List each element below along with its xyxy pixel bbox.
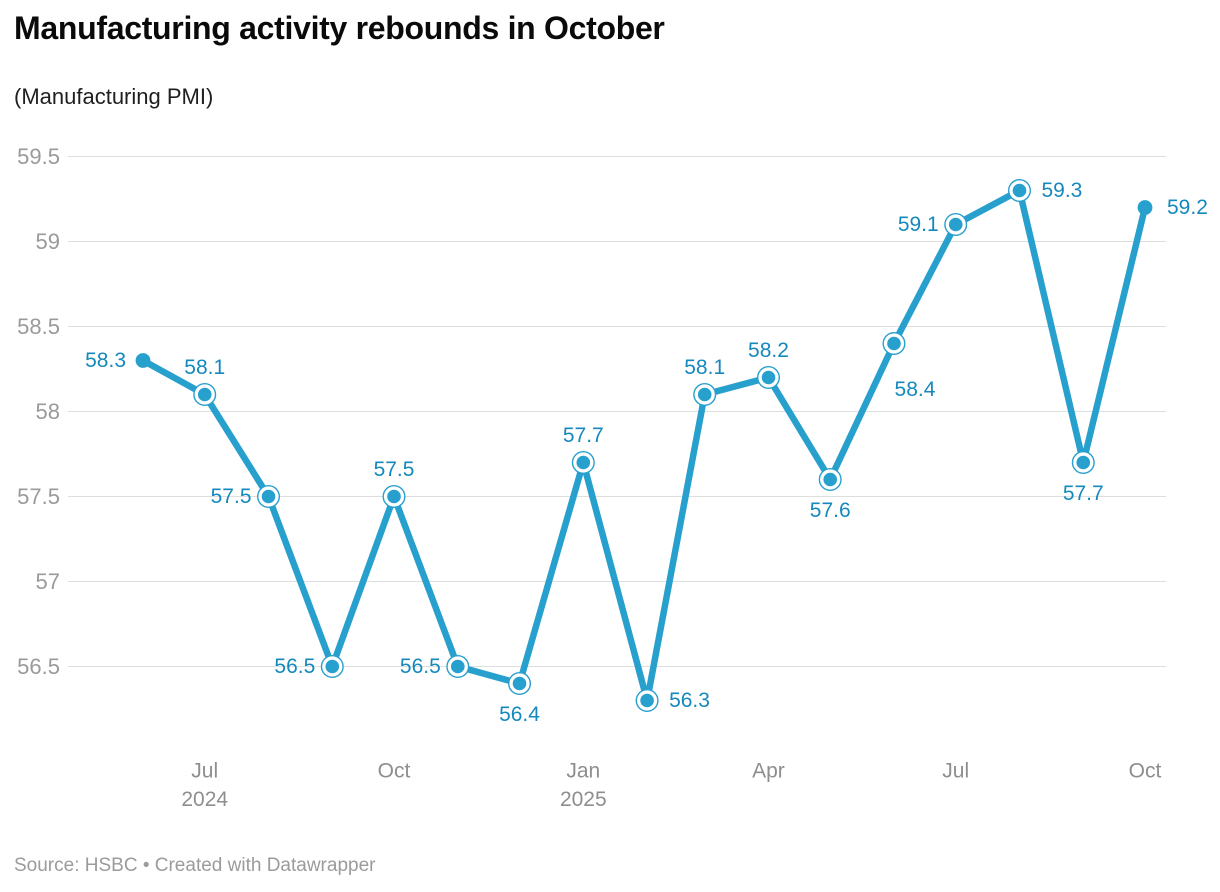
y-tick-label: 58.5	[17, 314, 60, 339]
y-tick-label: 59.5	[17, 144, 60, 169]
x-tick-label: Oct	[378, 760, 411, 783]
data-point	[450, 659, 465, 674]
data-label: 56.5	[400, 655, 441, 678]
x-tick-year-label: 2024	[181, 788, 228, 811]
x-tick-label: Jul	[191, 760, 218, 783]
data-label: 59.2	[1167, 196, 1208, 219]
data-point	[512, 676, 527, 691]
x-tick-label: Jan	[566, 760, 600, 783]
data-label: 57.7	[1063, 482, 1104, 505]
data-point	[197, 387, 212, 402]
y-tick-label: 56.5	[17, 654, 60, 679]
x-tick-label: Apr	[752, 760, 785, 783]
data-point	[887, 336, 901, 351]
data-point	[576, 455, 591, 470]
data-label: 58.1	[184, 356, 225, 379]
data-point	[325, 659, 340, 674]
data-point	[948, 217, 963, 232]
data-point	[1076, 455, 1091, 470]
data-point	[640, 693, 654, 708]
data-labels: 58.3 58.1 57.5 56.5 57.5 56.5 56.4 57.7 56.3 58.1…	[85, 179, 1208, 726]
y-gridlines	[68, 156, 1166, 667]
data-point	[261, 489, 276, 504]
data-point	[761, 370, 776, 385]
data-point	[1137, 200, 1153, 215]
data-point	[135, 353, 151, 368]
chart-subtitle: (Manufacturing PMI)	[14, 84, 214, 109]
data-label: 58.2	[748, 339, 789, 362]
data-label: 59.3	[1041, 179, 1082, 202]
data-label: 56.5	[274, 655, 315, 678]
pmi-series-line	[139, 187, 1149, 704]
data-point	[697, 387, 712, 402]
y-axis-labels: 59.5 59 58.5 58 57.5 57 56.5	[17, 144, 60, 679]
data-point	[823, 472, 838, 487]
data-point	[1012, 183, 1027, 198]
data-points	[135, 178, 1153, 713]
data-label: 57.5	[374, 458, 415, 481]
data-label: 58.1	[684, 356, 725, 379]
data-label: 57.7	[563, 424, 604, 447]
data-point	[387, 489, 401, 504]
x-tick-year-label: 2025	[560, 788, 607, 811]
chart-title: Manufacturing activity rebounds in Octob…	[14, 10, 665, 46]
y-tick-label: 59	[36, 229, 60, 254]
data-label: 58.3	[85, 349, 126, 372]
x-tick-label: Oct	[1129, 760, 1162, 783]
data-label: 56.3	[669, 689, 710, 712]
y-tick-label: 57.5	[17, 484, 60, 509]
data-label: 57.6	[810, 499, 851, 522]
y-tick-label: 58	[36, 399, 60, 424]
data-label: 56.4	[499, 703, 540, 726]
x-tick-label: Jul	[942, 760, 969, 783]
y-tick-label: 57	[36, 569, 60, 594]
x-axis-labels: Jul 2024 Oct Jan 2025 Apr Jul Oct	[181, 760, 1161, 812]
data-label: 59.1	[898, 213, 939, 236]
data-label: 57.5	[211, 485, 252, 508]
source-credit: Source: HSBC • Created with Datawrapper	[14, 855, 376, 876]
data-label: 58.4	[895, 378, 936, 401]
